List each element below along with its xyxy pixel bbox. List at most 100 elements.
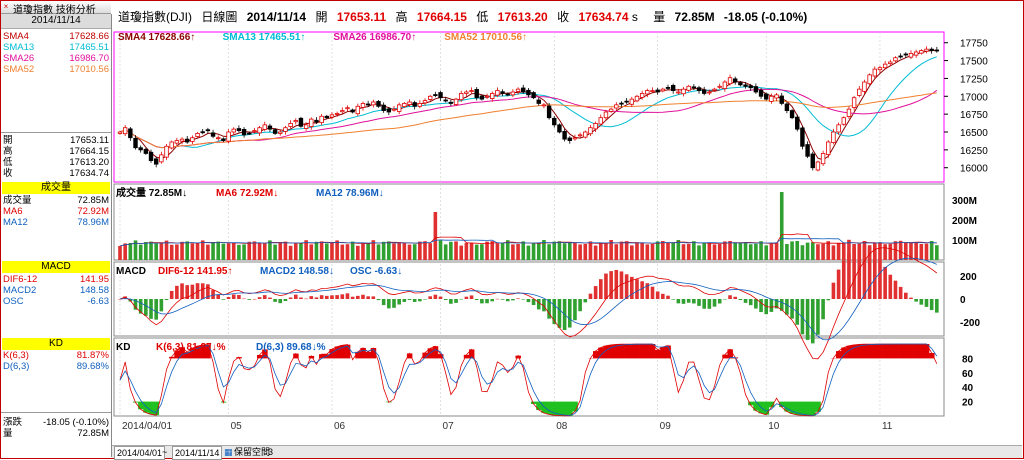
volume-bar <box>247 242 251 260</box>
candle-body <box>449 102 453 103</box>
candle-body <box>666 87 670 88</box>
kd-overbought-fill <box>898 344 903 358</box>
macd-osc-bar <box>852 248 856 299</box>
macd-osc-bar <box>315 297 319 299</box>
volume-bar <box>485 242 489 260</box>
macd-osc-bar <box>423 299 427 300</box>
volume-bar <box>764 245 768 260</box>
macd-osc-bar <box>351 297 355 299</box>
candle-body <box>485 96 489 97</box>
volume-bar <box>589 241 593 260</box>
macd-osc-bar <box>289 298 293 299</box>
volume-bar <box>832 245 836 260</box>
candle-body <box>284 128 288 132</box>
volume-legend-item: 成交量 72.85M↓ <box>116 186 187 199</box>
volume-bar <box>211 242 215 260</box>
close-icon[interactable]: × <box>2 2 10 11</box>
candle-body <box>826 142 830 155</box>
macd-tick-label: -200 <box>960 318 980 329</box>
tool-label[interactable]: 保留空間 <box>234 446 270 458</box>
volume-bar <box>206 245 210 260</box>
price-tick-label: 17250 <box>960 74 988 85</box>
volume-bar <box>511 244 515 260</box>
volume-bar <box>806 243 810 260</box>
volume-bar <box>320 241 324 260</box>
price-legend-item: SMA13 17465.51↑ <box>223 32 306 43</box>
macd-osc-bar <box>682 299 686 304</box>
candle-body <box>661 89 665 91</box>
macd-osc-bar <box>309 296 313 299</box>
sidebar-sma-label: SMA26 <box>3 54 34 64</box>
macd-osc-bar <box>242 299 246 300</box>
start-date-field[interactable]: 2014/04/01 <box>114 446 165 460</box>
sidebar-sma-value: 17465.51 <box>69 43 109 53</box>
candle-body <box>842 118 846 125</box>
price-tick-label: 16250 <box>960 146 988 157</box>
volume-bar <box>826 241 830 260</box>
sidebar-kd-label: D(6,3) <box>3 362 29 372</box>
candle-body <box>247 133 251 134</box>
volume-bar <box>615 244 619 260</box>
macd-osc-bar <box>418 299 422 301</box>
candle-body <box>718 86 722 87</box>
volume-bar <box>449 242 453 260</box>
macd-osc-bar <box>883 267 887 299</box>
macd-osc-bar <box>253 299 257 300</box>
volume-bar <box>496 243 500 260</box>
sidebar-kd-row: K(6,3)81.87% <box>3 351 109 361</box>
candle-body <box>532 93 536 98</box>
kd-overbought-fill <box>433 346 438 358</box>
volume-bar <box>144 242 148 260</box>
candle-body <box>795 117 799 129</box>
volume-bar <box>795 241 799 260</box>
x-tick-label: 10 <box>768 421 780 432</box>
chart-icon[interactable]: ▦ <box>224 446 233 458</box>
kd-overbought-fill <box>883 344 888 358</box>
volume-bar <box>563 243 567 260</box>
candle-body <box>149 152 153 160</box>
macd-osc-bar <box>925 299 929 307</box>
kd-overbought-fill <box>877 344 882 358</box>
macd-osc-bar <box>708 299 712 309</box>
volume-bar <box>454 241 458 260</box>
kd-overbought-fill <box>640 344 645 358</box>
volume-bar <box>185 241 189 260</box>
sidebar-ohlc-label: 收 <box>3 169 13 179</box>
candle-body <box>863 82 867 91</box>
volume-bar <box>552 242 556 260</box>
end-date-field[interactable]: 2014/11/14 <box>172 446 222 460</box>
candle-body <box>465 92 469 93</box>
candle-body <box>816 162 820 170</box>
candle-body <box>558 125 562 132</box>
kd-overbought-fill <box>903 344 908 358</box>
candle-body <box>625 101 629 102</box>
volume-bar <box>682 244 686 260</box>
sidebar-volume-label: MA6 <box>3 207 23 217</box>
macd-osc-bar <box>516 298 520 299</box>
sidebar-sma-row: SMA13 17465.51 <box>3 43 109 53</box>
macd-osc-bar <box>382 299 386 305</box>
sidebar-sma-label: SMA13 <box>3 43 34 53</box>
x-tick-label: 07 <box>443 421 455 432</box>
candle-body <box>258 128 262 133</box>
kd-oversold-fill <box>764 402 769 415</box>
volume-bar <box>377 244 381 260</box>
volume-bar <box>604 243 608 260</box>
macd-title: MACD <box>2 261 110 273</box>
volume-bar <box>149 242 153 260</box>
macd-osc-bar <box>806 299 810 340</box>
macd-osc-bar <box>459 299 463 300</box>
kd-overbought-fill <box>872 344 877 358</box>
volume-bar <box>547 244 551 260</box>
candle-body <box>930 49 934 50</box>
candle-body <box>527 90 531 95</box>
candle-body <box>604 112 608 118</box>
candle-body <box>620 103 624 104</box>
macd-osc-bar <box>470 295 474 299</box>
